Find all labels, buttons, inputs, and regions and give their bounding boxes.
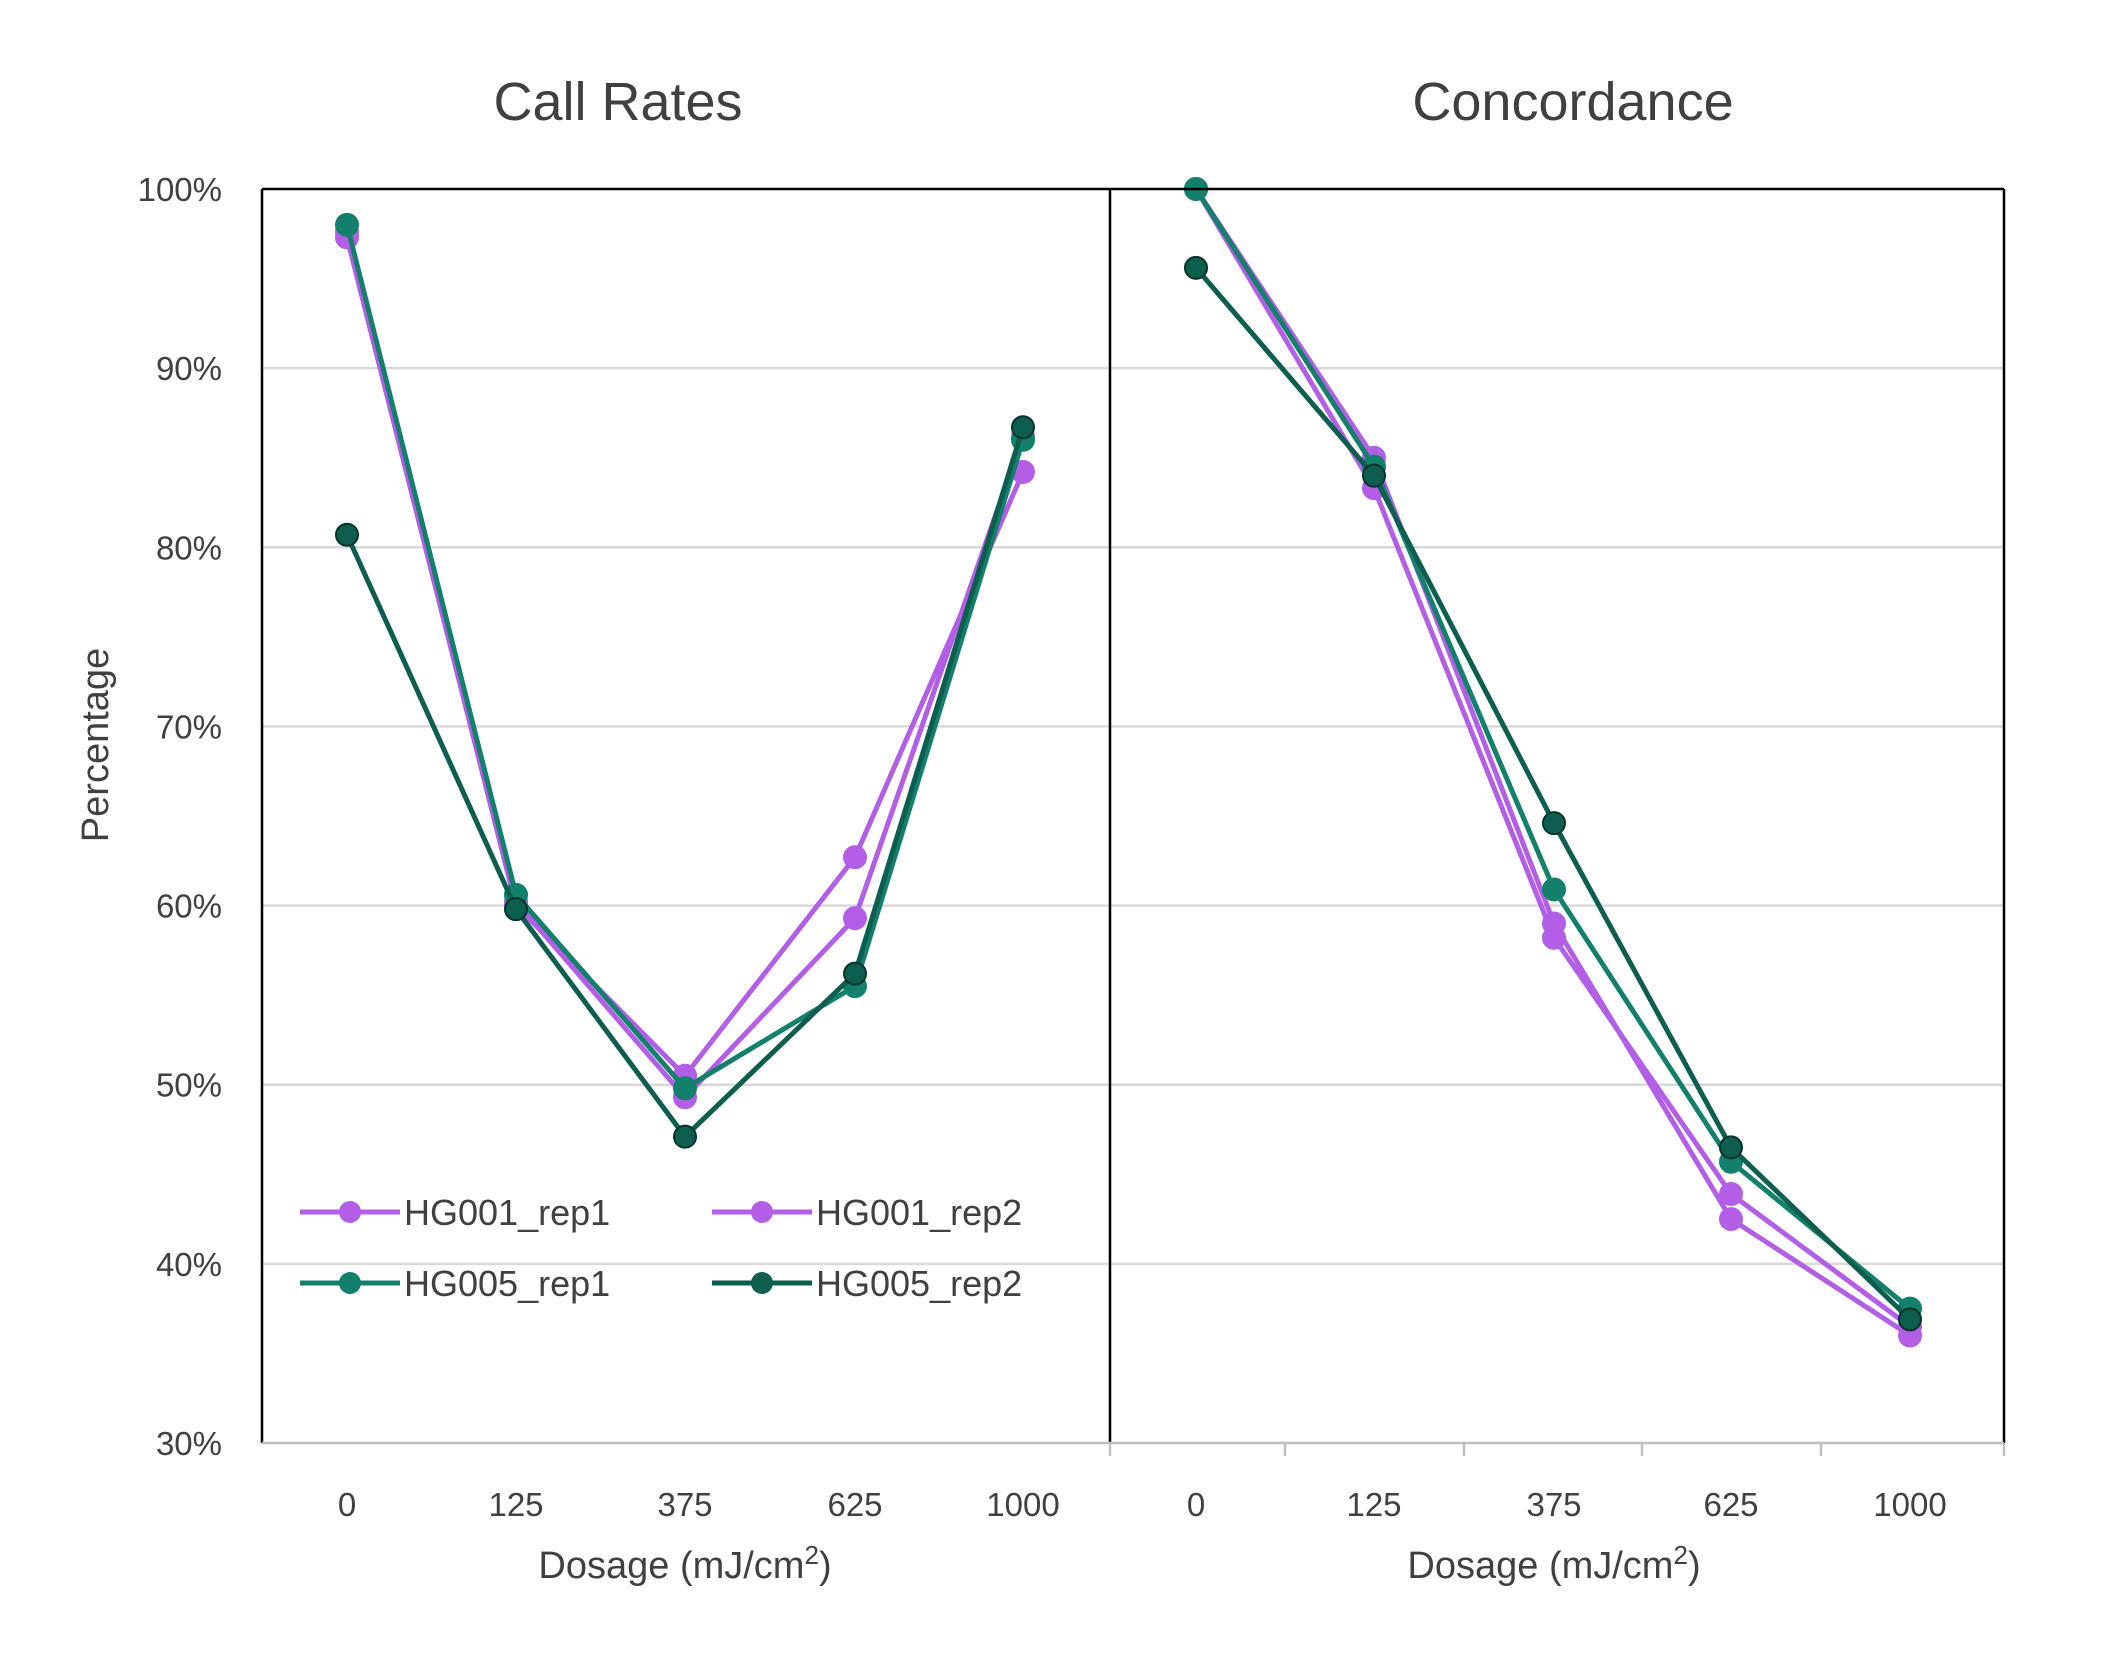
legend-label: HG005_rep2: [816, 1263, 1022, 1304]
x-axis-label-right: Dosage (mJ/cm2): [1407, 1540, 1700, 1587]
data-point: [1184, 255, 1208, 280]
data-point: [1542, 925, 1566, 950]
data-point: [673, 1124, 697, 1149]
y-tick-label: 70%: [156, 708, 222, 745]
y-tick-label: 50%: [156, 1067, 222, 1104]
x-tick-label: 625: [1703, 1486, 1758, 1523]
data-point: [1362, 463, 1386, 488]
data-point: [1542, 877, 1566, 902]
x-tick-label: 125: [488, 1486, 543, 1523]
x-tick-labels: 0 125 375 625 1000 0 125 375 625 1000: [338, 1486, 1947, 1523]
x-tick-label: 375: [657, 1486, 712, 1523]
data-point: [843, 961, 867, 986]
x-tick-label: 0: [338, 1486, 356, 1523]
x-tick-label: 1000: [986, 1486, 1059, 1523]
series-line-hg005-rep1: [1193, 187, 1912, 1311]
y-tick-label: 40%: [156, 1246, 222, 1283]
series-line-hg001-rep1: [344, 236, 1026, 1079]
data-point: [673, 1076, 697, 1101]
x-tick-label: 0: [1187, 1486, 1205, 1523]
data-point: [1542, 811, 1566, 836]
legend-marker: [339, 1272, 361, 1294]
data-point: [1719, 1207, 1743, 1232]
y-axis-label: Percentage: [75, 648, 117, 842]
data-point: [504, 897, 528, 922]
legend-label: HG001_rep1: [404, 1192, 610, 1233]
legend-marker: [751, 1201, 773, 1223]
series-line-hg005-rep2: [344, 426, 1026, 1140]
x-tick-label: 375: [1526, 1486, 1581, 1523]
y-tick-label: 90%: [156, 350, 222, 387]
x-tick-label: 1000: [1873, 1486, 1946, 1523]
gridlines: [262, 366, 2004, 1266]
x-tick-label: 125: [1346, 1486, 1401, 1523]
panel-title-call-rates: Call Rates: [493, 72, 742, 132]
series-line-hg001-rep2: [344, 231, 1026, 1100]
series-lines: [335, 177, 1922, 1348]
plot-frame: [260, 187, 2006, 1445]
data-point: [843, 845, 867, 870]
x-axis-label-left: Dosage (mJ/cm2): [538, 1540, 831, 1587]
data-point: [1719, 1181, 1743, 1206]
y-tick-label: 60%: [156, 888, 222, 925]
legend-label: HG001_rep2: [816, 1192, 1022, 1233]
y-tick-label: 80%: [156, 529, 222, 566]
y-tick-label: 30%: [156, 1425, 222, 1462]
data-point: [335, 522, 359, 547]
x-tick-label: 625: [827, 1486, 882, 1523]
data-point: [335, 212, 359, 237]
panel-title-concordance: Concordance: [1412, 72, 1733, 132]
y-tick-label: 100%: [138, 171, 222, 208]
legend: HG001_rep1 HG001_rep2 HG005_rep1 HG005_rep2: [300, 1192, 1022, 1304]
data-point: [1719, 1135, 1743, 1160]
legend-label: HG005_rep1: [404, 1263, 610, 1304]
data-point: [1898, 1307, 1922, 1332]
data-point: [1011, 415, 1035, 440]
legend-marker: [339, 1201, 361, 1223]
x-tick-marks: [1108, 1443, 2006, 1456]
y-tick-labels: 30% 40% 50% 60% 70% 80% 90% 100%: [138, 171, 222, 1462]
legend-marker: [751, 1272, 773, 1294]
series-line-hg005-rep2: [1194, 266, 1912, 1322]
series-line-hg001-rep1: [1193, 187, 1912, 1338]
data-point: [843, 906, 867, 931]
series-line-hg005-rep1: [344, 224, 1026, 1091]
